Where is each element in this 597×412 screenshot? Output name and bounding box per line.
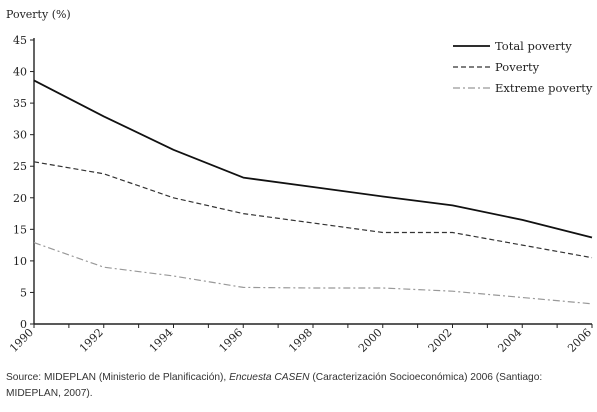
legend: Total poverty Poverty Extreme poverty (453, 39, 593, 95)
x-tick-label: 1994 (147, 326, 176, 355)
y-tick-label: 45 (13, 34, 27, 47)
series-line-total-poverty (33, 79, 593, 239)
source-tail: (Caracterización Socioeconómica) 2006 (S… (6, 372, 543, 399)
legend-label: Total poverty (495, 39, 572, 53)
y-tick-label: 15 (13, 223, 27, 236)
y-tick-label: 25 (13, 160, 27, 173)
x-tick-label: 1998 (286, 326, 315, 355)
y-tick-label: 35 (13, 97, 27, 110)
y-tick-label: 40 (13, 66, 27, 79)
series-line-extreme-poverty (33, 242, 593, 305)
chart-canvas: Poverty (%) 0 5 10 15 20 25 30 35 40 45 1990 1992 19… (6, 8, 594, 355)
y-tick-label: 30 (13, 129, 27, 142)
x-tick-label: 2002 (426, 326, 455, 355)
y-tick-label: 20 (13, 192, 27, 205)
y-tick-label: 0 (20, 318, 27, 331)
legend-label: Poverty (495, 60, 540, 74)
x-tick-label: 1996 (216, 326, 245, 355)
x-tick-label: 1992 (77, 326, 106, 355)
y-axis-label: Poverty (%) (6, 8, 71, 21)
x-tick-label: 2004 (495, 326, 524, 355)
y-tick-label: 5 (20, 286, 27, 299)
x-tick-label: 1990 (7, 326, 36, 355)
x-tick-label: 2000 (356, 326, 385, 355)
source-title: Encuesta CASEN (229, 372, 310, 383)
legend-label: Extreme poverty (495, 81, 593, 95)
series-lines (33, 79, 593, 305)
y-tick-label: 10 (13, 255, 27, 268)
x-tick-label: 2006 (565, 326, 594, 355)
series-line-poverty (33, 161, 593, 259)
source-lead: Source: MIDEPLAN (Ministerio de Planific… (6, 372, 230, 383)
source-note: Source: MIDEPLAN (Ministerio de Planific… (6, 370, 594, 402)
